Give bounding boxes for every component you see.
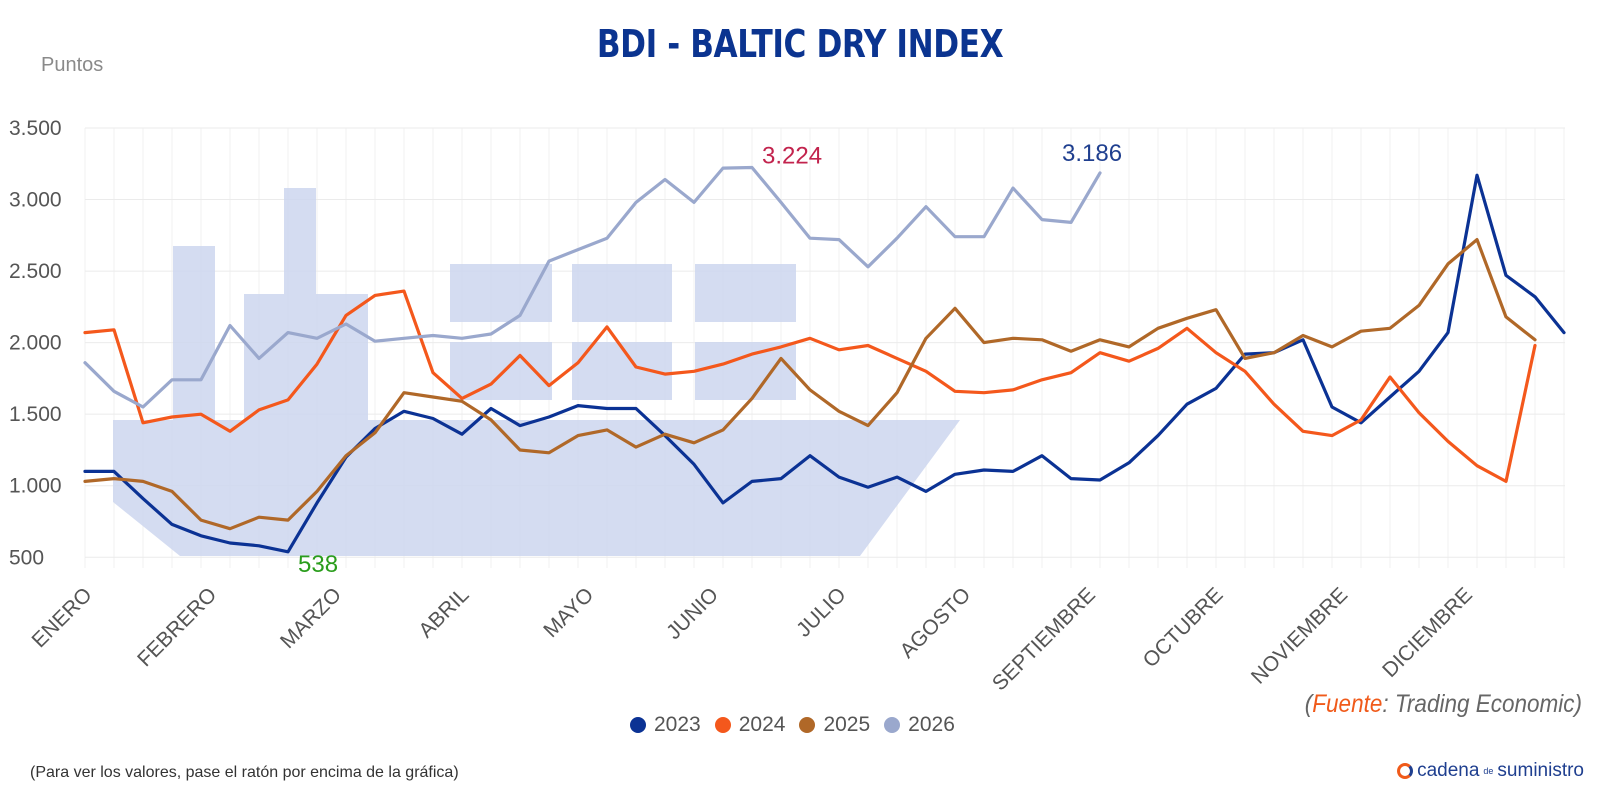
- x-tick-label: MARZO: [276, 583, 346, 653]
- legend-label: 2026: [908, 713, 955, 736]
- y-tick-label: 1.000: [9, 475, 62, 498]
- series-line-2025: [83, 238, 1537, 531]
- y-tick-label: 2.000: [9, 332, 62, 355]
- y-tick-label: 500: [9, 546, 44, 569]
- ship-watermark: [244, 294, 368, 420]
- brand-icon: [1397, 763, 1414, 779]
- ship-watermark: [450, 342, 552, 400]
- legend-item-2025[interactable]: 2025: [799, 713, 870, 737]
- ship-watermark: [695, 342, 796, 400]
- series-line-2026: [83, 165, 1102, 409]
- legend: 2023 2024 2025 2026: [630, 713, 955, 737]
- ship-watermark: [450, 264, 552, 322]
- x-tick-label: NOVIEMBRE: [1247, 583, 1352, 688]
- x-tick-label: DICIEMBRE: [1378, 583, 1477, 682]
- legend-label: 2025: [823, 713, 871, 736]
- data-annotation: 3.186: [1062, 140, 1122, 167]
- x-tick-label: AGOSTO: [896, 583, 976, 663]
- x-tick-label: MAYO: [539, 583, 598, 642]
- source-text: : Trading Economic): [1382, 690, 1582, 718]
- x-tick-label: OCTUBRE: [1139, 583, 1228, 672]
- ship-watermark: [113, 420, 960, 556]
- y-tick-label: 2.500: [9, 260, 62, 283]
- legend-marker-icon: [714, 717, 731, 733]
- x-tick-label: ABRIL: [414, 583, 473, 642]
- x-tick-label: JUNIO: [662, 583, 723, 644]
- legend-item-2024[interactable]: 2024: [714, 713, 786, 737]
- y-axis-label: Puntos: [41, 54, 104, 76]
- legend-marker-icon: [630, 717, 646, 733]
- hover-hint: (Para ver los valores, pase el ratón por…: [30, 764, 459, 781]
- data-annotation: 3.224: [762, 142, 822, 169]
- source-label: Fuente: [1312, 690, 1383, 718]
- x-tick-label: JULIO: [792, 583, 850, 641]
- ship-watermark: [572, 264, 672, 322]
- brand-small: de: [1483, 766, 1494, 776]
- y-tick-label: 3.500: [9, 117, 62, 140]
- ship-watermark: [695, 264, 796, 322]
- y-tick-label: 3.000: [9, 189, 62, 212]
- legend-label: 2024: [738, 713, 786, 736]
- brand-main: cadena: [1417, 760, 1480, 781]
- series-line-2024: [83, 289, 1537, 483]
- legend-label: 2023: [654, 713, 701, 736]
- source-note: (Fuente: Trading Economic): [1305, 690, 1582, 719]
- brand-logo[interactable]: cadena de suministro: [1397, 760, 1584, 782]
- legend-item-2023[interactable]: 2023: [630, 713, 701, 737]
- ship-watermark: [572, 342, 672, 400]
- legend-marker-icon: [799, 717, 816, 733]
- y-tick-label: 1.500: [9, 403, 62, 426]
- chart-title: BDI - BALTIC DRY INDEX: [596, 22, 1004, 66]
- ship-watermark: [173, 246, 215, 420]
- series-line-2023: [83, 173, 1566, 554]
- source-open: (: [1304, 690, 1313, 718]
- legend-marker-icon: [884, 717, 901, 733]
- x-tick-label: ENERO: [27, 583, 96, 652]
- ship-watermark: [284, 188, 316, 294]
- x-tick-label: FEBRERO: [133, 583, 221, 671]
- data-annotation: 538: [298, 551, 338, 578]
- brand-end: suministro: [1497, 760, 1584, 781]
- legend-item-2026[interactable]: 2026: [884, 713, 955, 737]
- x-tick-label: SEPTIEMBRE: [988, 583, 1100, 695]
